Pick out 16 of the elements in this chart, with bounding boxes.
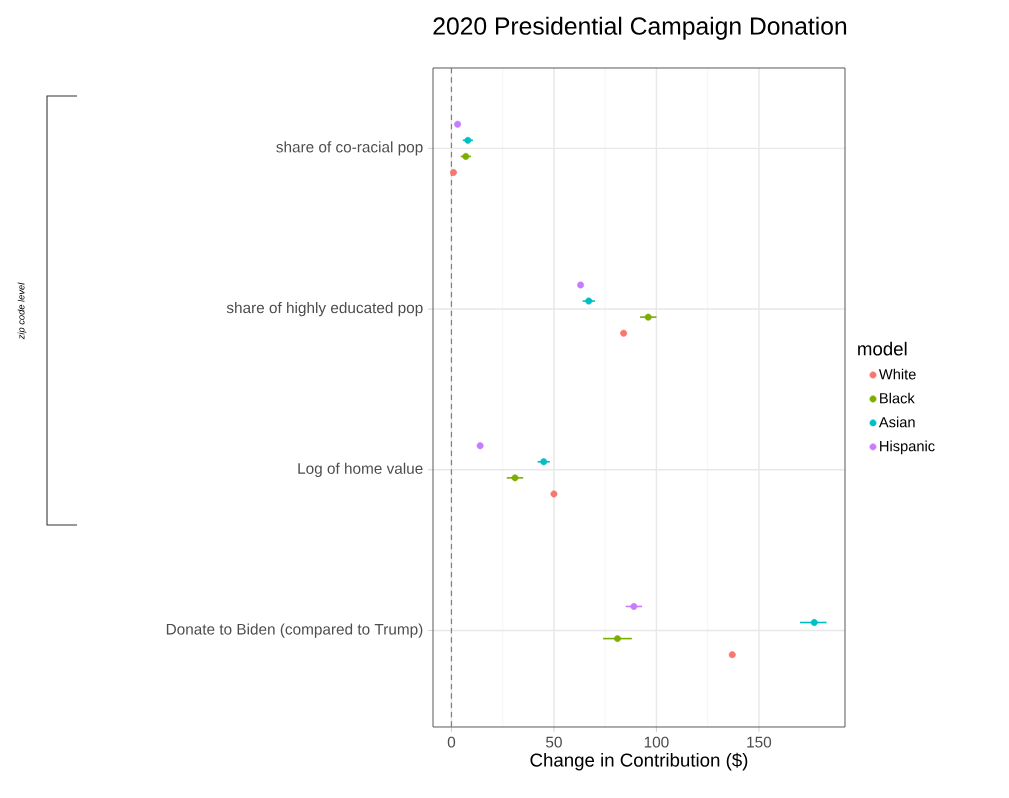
legend-label: White xyxy=(878,368,916,380)
chart-title: 2020 Presidential Campaign Donation xyxy=(433,16,847,40)
x-axis-title: Change in Contribution ($) xyxy=(530,752,748,771)
y-tick-label: Donate to Biden (compared to Trump) xyxy=(166,623,423,638)
y-tick-label: share of highly educated pop xyxy=(226,301,423,317)
x-tick-label: 0 xyxy=(447,736,456,748)
x-tick-label: 50 xyxy=(546,736,562,748)
legend-label: Hispanic xyxy=(880,440,935,455)
y-tick-label: Log of home value xyxy=(298,462,423,477)
legend-title: model xyxy=(858,341,907,356)
legend-label: Black xyxy=(880,392,915,404)
x-tick-label: 150 xyxy=(747,736,772,748)
legend-label: Asian xyxy=(878,416,915,428)
text: zip code level xyxy=(17,282,27,340)
x-tick-label: 100 xyxy=(644,736,669,748)
y-tick-label: share of co-racial pop xyxy=(276,141,423,156)
